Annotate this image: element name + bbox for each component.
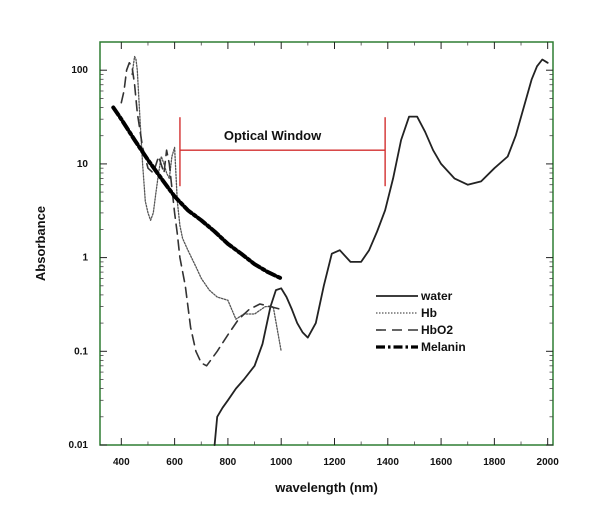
- x-tick-label: 1000: [270, 457, 293, 468]
- series-water-line: [213, 58, 549, 446]
- plot-border: [99, 41, 554, 446]
- optical-window-label: Optical Window: [224, 128, 322, 143]
- legend: water Hb HbO2 Melanin: [376, 289, 466, 354]
- y-axis: 0.01 0.1 1 10 100: [69, 65, 553, 451]
- x-tick-label: 600: [166, 457, 183, 468]
- legend-label-hbo2: HbO2: [421, 323, 453, 337]
- series-hb-line: [131, 55, 282, 352]
- series-melanin-line: [111, 105, 284, 281]
- y-axis-label: Absorbance: [33, 206, 48, 281]
- legend-label-hb: Hb: [421, 306, 437, 320]
- y-tick-label: 100: [71, 65, 88, 76]
- x-tick-label: 400: [113, 457, 130, 468]
- x-tick-label: 1600: [430, 457, 453, 468]
- x-axis-label: wavelength (nm): [274, 480, 378, 495]
- x-axis: 400 600 800 1000 1200 1400 1600 1800 2000: [113, 42, 559, 468]
- y-tick-label: 0.1: [74, 346, 88, 357]
- y-tick-label: 10: [77, 159, 89, 170]
- x-tick-label: 1200: [323, 457, 346, 468]
- x-tick-label: 2000: [537, 457, 560, 468]
- legend-label-melanin: Melanin: [421, 340, 466, 354]
- legend-label-water: water: [420, 289, 453, 303]
- series-lines: [111, 55, 549, 446]
- x-tick-label: 1400: [377, 457, 400, 468]
- optical-window-annotation: Optical Window: [179, 117, 386, 187]
- plot-frame: [99, 41, 554, 446]
- y-tick-label: 0.01: [69, 440, 89, 451]
- series-hbo2-line: [120, 62, 282, 367]
- x-tick-label: 800: [220, 457, 237, 468]
- x-tick-label: 1800: [483, 457, 506, 468]
- y-tick-label: 1: [82, 253, 88, 264]
